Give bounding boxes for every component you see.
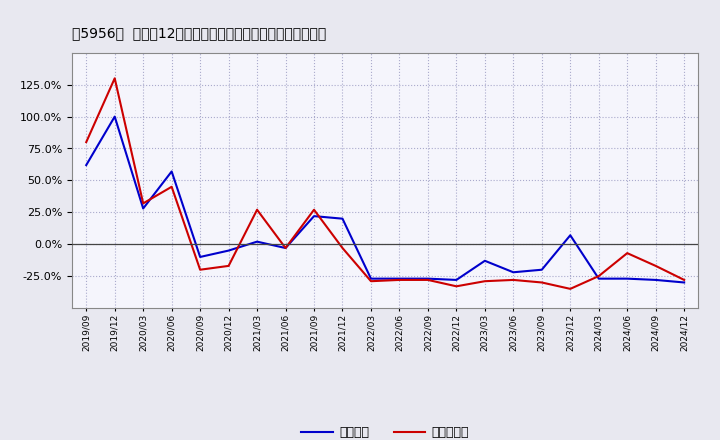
経常利益 (253, 239, 261, 244)
経常利益 (395, 276, 404, 281)
経常利益 (566, 233, 575, 238)
当期純利益 (338, 246, 347, 251)
経常利益 (595, 276, 603, 281)
当期純利益 (139, 201, 148, 206)
当期純利益 (282, 246, 290, 251)
当期純利益 (196, 267, 204, 272)
経常利益 (652, 277, 660, 282)
経常利益 (110, 114, 119, 119)
経常利益 (537, 267, 546, 272)
当期純利益 (566, 286, 575, 292)
Line: 経常利益: 経常利益 (86, 117, 684, 282)
当期純利益 (537, 280, 546, 285)
経常利益 (225, 248, 233, 253)
経常利益 (196, 254, 204, 260)
Line: 当期純利益: 当期純利益 (86, 78, 684, 289)
Text: ［5956］  利益の12か月移動合計の対前年同期増減率の推移: ［5956］ 利益の12か月移動合計の対前年同期増減率の推移 (72, 26, 326, 40)
当期純利益 (680, 277, 688, 282)
経常利益 (509, 270, 518, 275)
当期純利益 (225, 263, 233, 268)
経常利益 (167, 169, 176, 174)
当期純利益 (82, 139, 91, 145)
当期純利益 (366, 279, 375, 284)
当期純利益 (423, 277, 432, 282)
当期純利益 (509, 277, 518, 282)
経常利益 (423, 276, 432, 281)
経常利益 (139, 206, 148, 211)
当期純利益 (310, 207, 318, 213)
当期純利益 (595, 273, 603, 279)
経常利益 (82, 162, 91, 168)
経常利益 (680, 280, 688, 285)
当期純利益 (253, 207, 261, 213)
経常利益 (282, 246, 290, 251)
Legend: 経常利益, 当期純利益: 経常利益, 当期純利益 (297, 422, 474, 440)
当期純利益 (480, 279, 489, 284)
当期純利益 (623, 250, 631, 256)
当期純利益 (110, 76, 119, 81)
経常利益 (480, 258, 489, 264)
経常利益 (310, 213, 318, 219)
当期純利益 (167, 184, 176, 189)
経常利益 (452, 277, 461, 282)
経常利益 (623, 276, 631, 281)
当期純利益 (395, 277, 404, 282)
経常利益 (338, 216, 347, 221)
経常利益 (366, 276, 375, 281)
当期純利益 (652, 263, 660, 268)
当期純利益 (452, 284, 461, 289)
